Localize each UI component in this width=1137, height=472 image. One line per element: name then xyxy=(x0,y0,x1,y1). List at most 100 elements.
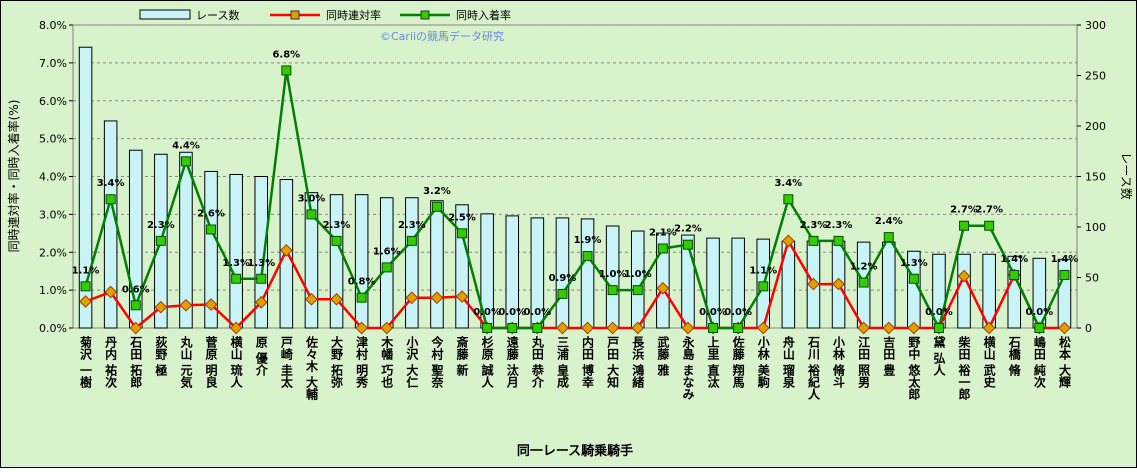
data-label: 3.0% xyxy=(298,193,326,204)
marker xyxy=(832,277,845,291)
marker xyxy=(532,323,543,333)
data-label: 0.0% xyxy=(523,307,551,318)
marker xyxy=(154,300,168,314)
marker xyxy=(557,288,568,299)
data-label: 2.3% xyxy=(398,220,426,231)
data-label: 2.3% xyxy=(800,220,828,231)
x-tick-label: 柴田 裕一郎 xyxy=(957,335,971,401)
x-tick-label: 石川 裕紀人 xyxy=(806,336,820,401)
bar xyxy=(957,253,971,329)
legend-label: レース数 xyxy=(196,9,239,22)
marker xyxy=(807,277,820,291)
marker xyxy=(80,281,91,292)
y2-tick-label: 0 xyxy=(1085,322,1092,335)
x-tick-label: 原 優介 xyxy=(254,336,268,377)
marker xyxy=(129,321,143,335)
bar xyxy=(229,173,243,329)
x-tick-label: 上里 直汰 xyxy=(706,335,720,389)
marker xyxy=(206,224,217,235)
marker xyxy=(783,194,794,205)
x-tick-label: 菅原 明良 xyxy=(204,335,218,389)
y2-tick-label: 50 xyxy=(1085,272,1099,285)
data-label: 2.7% xyxy=(975,205,1003,216)
marker xyxy=(254,295,268,309)
data-label: 0.0% xyxy=(498,307,526,318)
marker xyxy=(858,277,869,288)
data-label: 0.0% xyxy=(1025,307,1053,318)
x-tick-label: 今村 聖奈 xyxy=(430,335,444,389)
marker xyxy=(380,321,394,335)
marker xyxy=(607,285,618,296)
line xyxy=(84,70,1066,332)
data-label: 0.0% xyxy=(473,307,501,318)
x-tick-label: 石橋 脩 xyxy=(1007,336,1021,377)
x-tick-label: 遠藤 汰月 xyxy=(505,335,519,389)
marker xyxy=(405,291,419,305)
y-tick-label: 1.0% xyxy=(39,284,67,297)
marker xyxy=(256,273,267,284)
y2-tick-label: 100 xyxy=(1085,221,1106,234)
legend-marker xyxy=(290,10,300,20)
bar xyxy=(1057,258,1072,329)
x-tick-label: 舟山 瑠泉 xyxy=(781,335,795,389)
marker xyxy=(933,323,944,333)
data-label: 2.6% xyxy=(197,209,225,220)
data-label: 1.4% xyxy=(1051,254,1079,265)
bar xyxy=(354,194,369,329)
x-tick-label: 津村 明秀 xyxy=(355,335,369,389)
y-tick-label: 5.0% xyxy=(39,133,67,146)
marker xyxy=(482,323,493,333)
x-tick-label: 永島 まなみ xyxy=(681,335,695,401)
data-label: 1.3% xyxy=(900,258,928,269)
bar xyxy=(881,241,896,329)
marker xyxy=(984,220,995,231)
x-tick-label: 小沢 大仁 xyxy=(405,335,419,389)
data-label: 6.8% xyxy=(272,49,300,60)
x-tick-label: 黛 弘人 xyxy=(932,335,946,377)
marker xyxy=(279,243,293,257)
x-tick-label: 野中 悠太郎 xyxy=(907,336,921,401)
data-label: 1.1% xyxy=(72,265,100,276)
marker xyxy=(883,232,894,243)
marker xyxy=(305,292,318,306)
marker xyxy=(306,209,317,220)
marker xyxy=(79,295,92,308)
x-tick-label: 小林 脩斗 xyxy=(832,335,846,389)
x-tick-label: 吉田 豊 xyxy=(882,335,896,377)
data-label: 4.4% xyxy=(172,140,200,151)
marker xyxy=(331,235,342,246)
marker xyxy=(1034,323,1045,333)
x-tick-label: 菊沢 一樹 xyxy=(79,335,93,389)
data-label: 1.0% xyxy=(624,269,652,280)
data-label: 0.6% xyxy=(122,284,150,295)
x-tick-label: 江田 照男 xyxy=(857,335,871,389)
y-tick-label: 0.0% xyxy=(39,322,67,335)
x-tick-label: 石田 拓郎 xyxy=(129,336,143,389)
marker xyxy=(581,321,594,335)
marker xyxy=(1059,269,1070,280)
marker xyxy=(281,65,292,76)
x-tick-label: 杉原 誠人 xyxy=(480,335,494,389)
x-tick-label: 小林 美駒 xyxy=(756,335,770,389)
data-label: 0.8% xyxy=(348,277,376,288)
marker xyxy=(155,235,166,246)
x-tick-label: 丸山 元気 xyxy=(179,335,193,389)
marker xyxy=(507,323,518,333)
data-label: 1.1% xyxy=(749,265,777,276)
marker xyxy=(406,235,417,246)
data-label: 3.4% xyxy=(774,178,802,189)
marker xyxy=(204,298,218,311)
marker xyxy=(556,321,569,335)
data-label: 2.3% xyxy=(825,220,853,231)
marker xyxy=(229,321,243,335)
data-label: 0.0% xyxy=(925,307,953,318)
marker xyxy=(882,321,896,335)
y-tick-label: 4.0% xyxy=(39,171,67,184)
data-label: 1.0% xyxy=(599,269,627,280)
data-label: 0.9% xyxy=(549,273,577,284)
marker xyxy=(781,234,795,248)
marker xyxy=(179,298,193,312)
y2-tick-label: 300 xyxy=(1085,19,1106,32)
marker xyxy=(657,243,668,254)
